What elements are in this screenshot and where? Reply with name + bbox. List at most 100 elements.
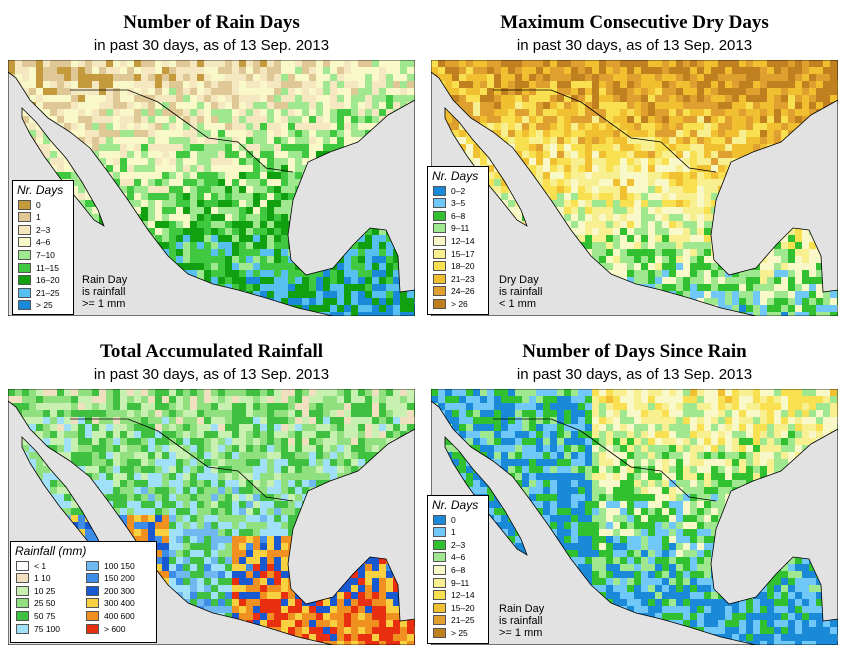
coastline (444, 436, 528, 556)
legend-swatch (16, 560, 29, 571)
legend-item: 10 25 (16, 585, 55, 596)
legend-label: 200 300 (104, 585, 135, 596)
legend-swatch (18, 275, 31, 286)
legend-item: 24–26 (433, 286, 475, 297)
legend-label: < 1 (34, 560, 47, 571)
legend-swatch (18, 224, 31, 235)
note-line: < 1 mm (499, 298, 536, 310)
legend-swatch (433, 590, 446, 601)
legend-item: 75 100 (16, 623, 60, 634)
legend-swatch (433, 527, 446, 538)
legend-label: 1 (451, 527, 456, 538)
legend-item: 50 75 (16, 610, 55, 621)
legend-swatch (433, 627, 446, 638)
legend-swatch (433, 577, 446, 588)
map-days-since-rain (431, 389, 838, 645)
legend-swatch (16, 623, 29, 634)
legend-label: > 25 (451, 627, 468, 638)
panel-title: Number of Days Since Rain (522, 341, 747, 362)
legend-item: 6–8 (433, 564, 465, 575)
legend-item: 1 10 (16, 573, 51, 584)
legend-swatch (18, 212, 31, 223)
panel-rainfall: Total Accumulated Rainfall in past 30 da… (0, 329, 423, 658)
us-mexico-border (493, 418, 717, 502)
legend-item: 7–10 (18, 249, 55, 260)
coastline (431, 60, 838, 316)
note-line: >= 1 mm (499, 627, 543, 639)
legend-label: 100 150 (104, 560, 135, 571)
note-line: >= 1 mm (82, 298, 126, 310)
coastline (8, 389, 415, 645)
legend-item: 2–3 (18, 224, 50, 235)
legend-item: < 1 (16, 560, 46, 571)
legend-swatch (433, 286, 446, 297)
legend-rainfall: Rainfall (mm) < 1 1 10 10 25 25 50 50 75 75 1… (10, 541, 157, 643)
legend-swatch (433, 235, 446, 246)
legend-item: 21–23 (433, 273, 475, 284)
us-mexico-border (70, 418, 294, 502)
legend-item: 16–20 (18, 275, 60, 286)
panel-subtitle: in past 30 days, as of 13 Sep. 2013 (516, 37, 753, 54)
legend-label: 150 200 (104, 573, 135, 584)
legend-label: > 26 (451, 298, 468, 309)
legend-item: 18–20 (433, 261, 475, 272)
legend-dry-days: Nr. Days 0–2 3–5 6–8 9–11 12–14 15–17 18–20 21–… (427, 166, 489, 315)
legend-label: 3–5 (451, 198, 466, 209)
legend-label: 6–8 (451, 564, 466, 575)
legend-label: 7–10 (36, 249, 55, 260)
legend-swatch (16, 610, 29, 621)
legend-item: 100 150 (86, 560, 135, 571)
note-line: Rain Day (499, 603, 545, 615)
legend-label: > 600 (104, 623, 126, 634)
legend-item: 1 (433, 527, 456, 538)
legend-item: 1 (18, 212, 41, 223)
legend-label: 12–14 (451, 235, 475, 246)
legend-label: 400 600 (104, 610, 135, 621)
legend-item: 25 50 (16, 598, 55, 609)
map-rain-days (8, 60, 415, 316)
panel-days-since-rain: Number of Days Since Rain in past 30 day… (423, 329, 846, 658)
legend-label: 24–26 (451, 286, 475, 297)
legend-label: 16–20 (36, 275, 60, 286)
map-rainfall (8, 389, 415, 645)
note-line: is rainfall (82, 286, 126, 298)
rain-day-note: Rain Day is rainfall >= 1 mm (499, 603, 544, 639)
legend-swatch (18, 300, 31, 311)
legend-swatch (433, 185, 446, 196)
legend-item: 200 300 (86, 585, 135, 596)
panel-dry-days: Maximum Consecutive Dry Days in past 30 … (423, 0, 846, 329)
legend-label: > 25 (36, 300, 53, 311)
note-line: is rainfall (499, 286, 543, 298)
legend-label: 2–3 (451, 539, 466, 550)
legend-swatch (433, 514, 446, 525)
legend-title: Nr. Days (432, 169, 479, 183)
legend-swatch (18, 237, 31, 248)
coastline (431, 389, 838, 645)
legend-swatch (433, 198, 446, 209)
coastline (444, 107, 528, 227)
legend-rain-days: Nr. Days 0 1 2–3 4–6 7–10 11–15 16–20 21–25 > 25 (12, 180, 74, 315)
legend-item: 9–11 (433, 577, 469, 588)
legend-label: 9–11 (451, 223, 470, 234)
legend-item: > 25 (433, 627, 468, 638)
legend-swatch (433, 298, 446, 309)
us-mexico-border (70, 89, 294, 173)
legend-label: 11–15 (36, 262, 60, 273)
legend-swatch (16, 573, 29, 584)
legend-swatch (433, 273, 446, 284)
legend-label: 10 25 (34, 585, 56, 596)
legend-swatch (86, 560, 99, 571)
legend-label: 0 (451, 514, 456, 525)
legend-item: 300 400 (86, 598, 135, 609)
legend-item: 0–2 (433, 185, 465, 196)
legend-label: 0–2 (451, 185, 466, 196)
legend-swatch (18, 287, 31, 298)
panel-title: Number of Rain Days (123, 12, 300, 33)
legend-item: 15–20 (433, 602, 475, 613)
legend-swatch (86, 598, 99, 609)
legend-label: 18–20 (451, 261, 475, 272)
legend-swatch (433, 248, 446, 259)
legend-swatch (433, 615, 446, 626)
legend-label: 9–11 (451, 577, 470, 588)
legend-item: 12–14 (433, 235, 475, 246)
